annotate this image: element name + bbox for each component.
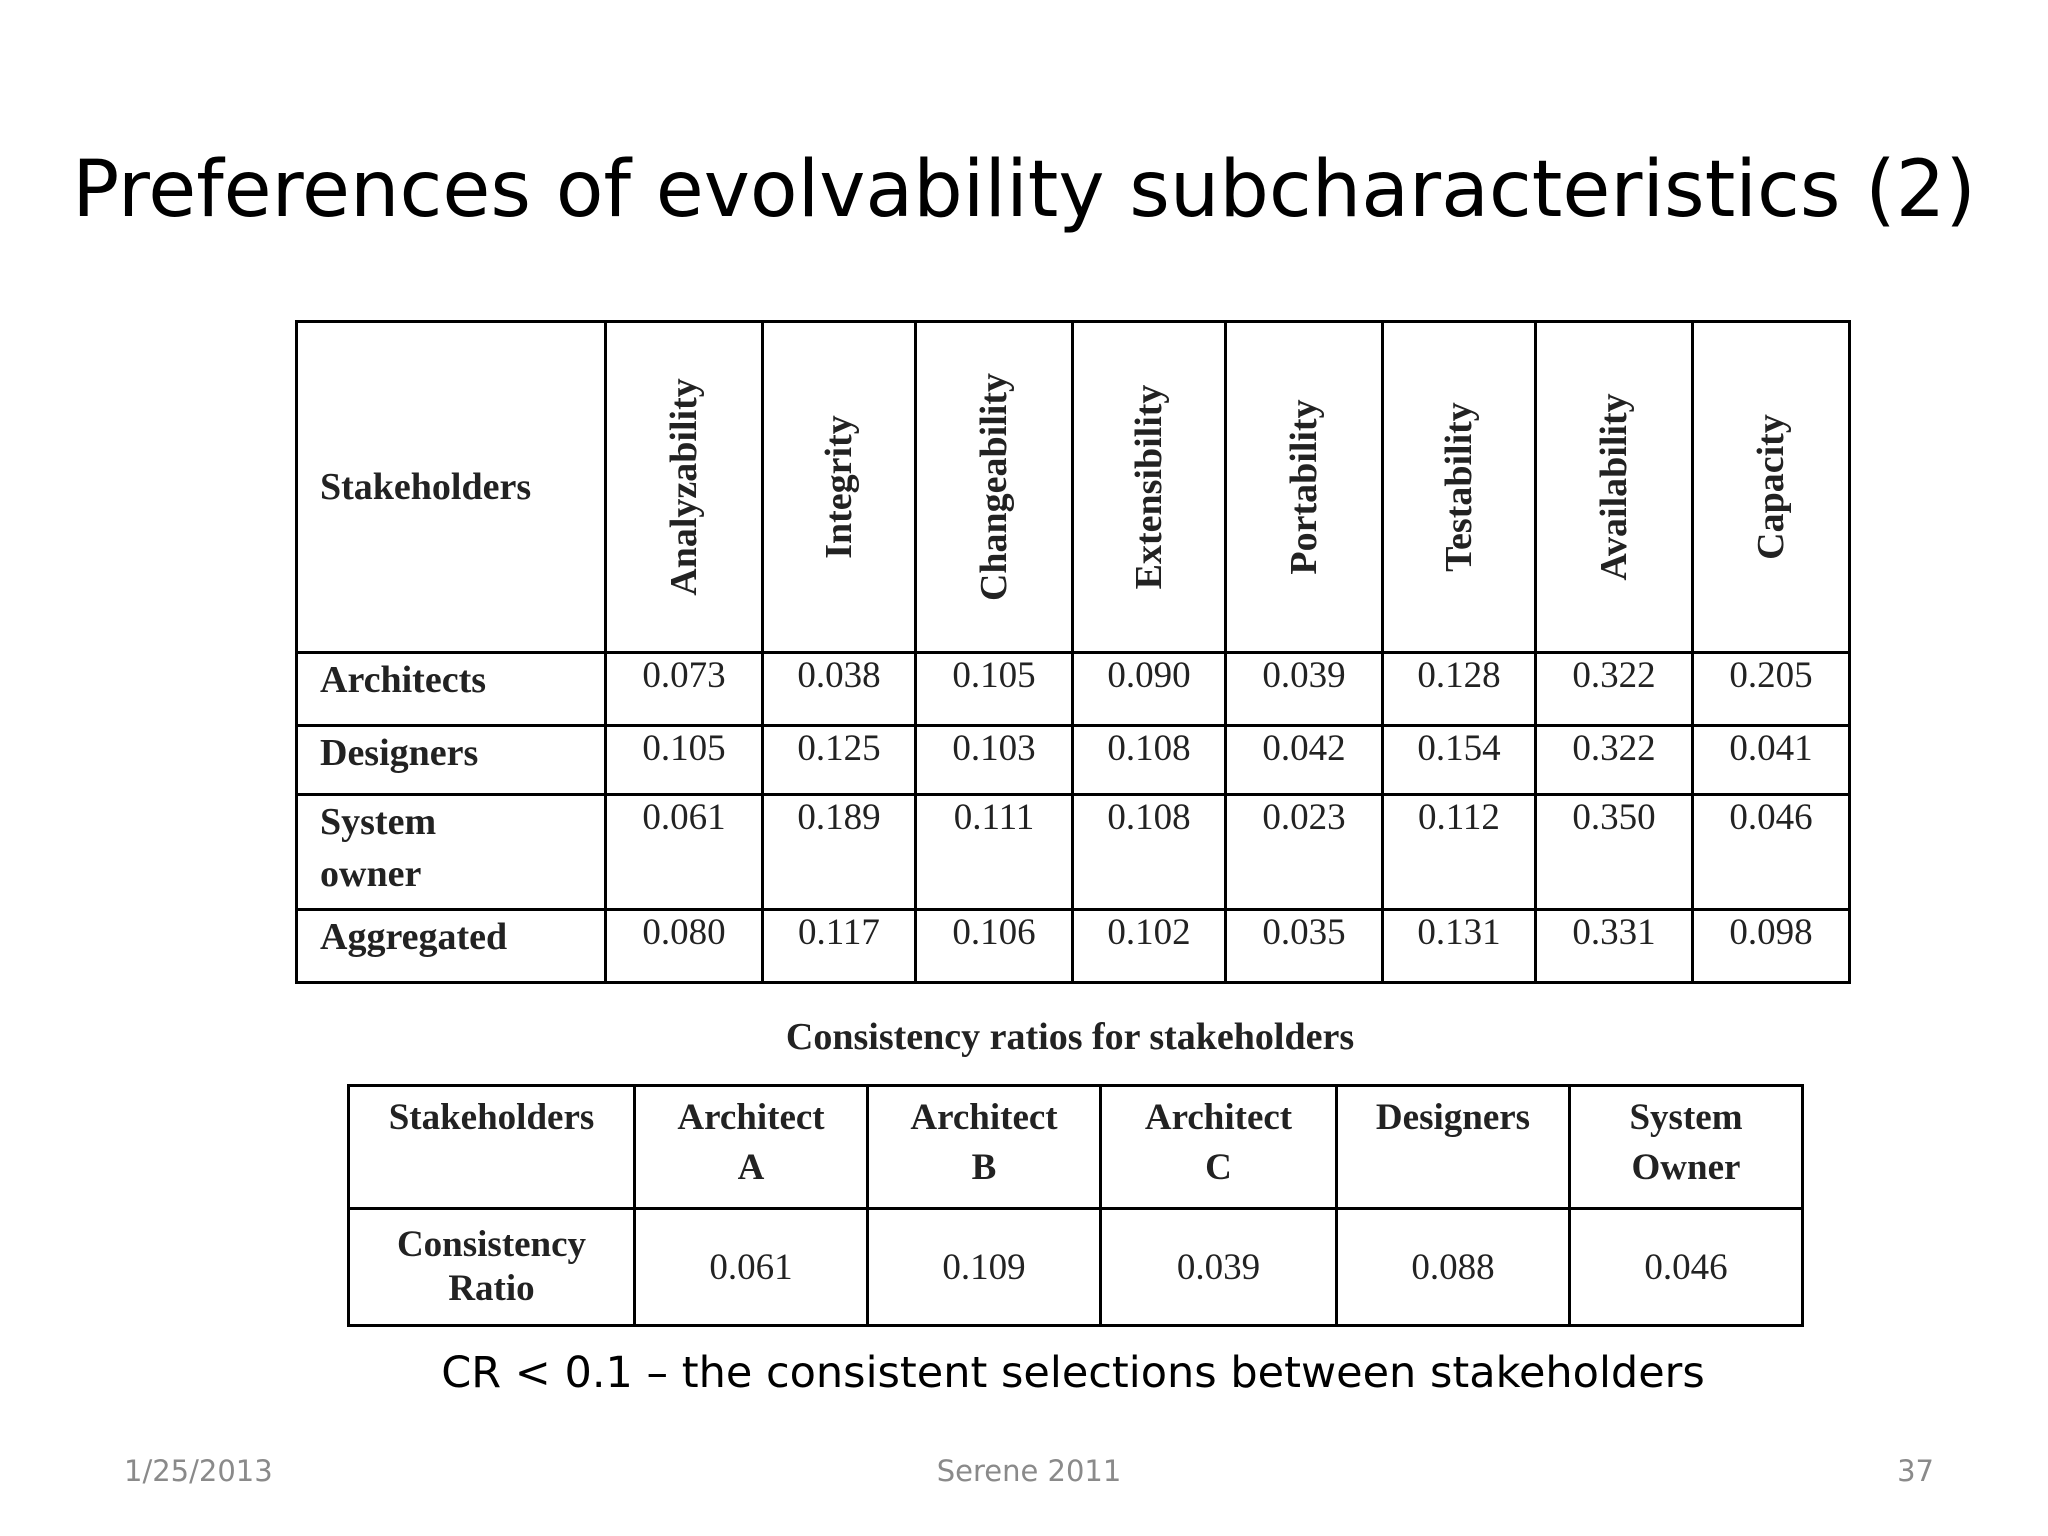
table-cell: 0.189 bbox=[761, 793, 917, 911]
table-cell: 0.035 bbox=[1224, 908, 1384, 984]
column-header-capacity: Capacity bbox=[1691, 320, 1851, 654]
row-label: Aggregated bbox=[295, 908, 607, 984]
table-cell: 0.205 bbox=[1691, 651, 1851, 727]
table-cell: 0.061 bbox=[604, 793, 764, 911]
row-label: Consistency Ratio bbox=[347, 1207, 636, 1327]
table-cell: 0.322 bbox=[1534, 724, 1694, 796]
column-header: System Owner bbox=[1568, 1084, 1804, 1210]
table-cell: 0.331 bbox=[1534, 908, 1694, 984]
consistency-table: Stakeholders Architect A Architect B Archi… bbox=[347, 1084, 1804, 1327]
table-row: Aggregated 0.080 0.117 0.106 0.102 0.035… bbox=[295, 908, 1851, 984]
column-header: Architect C bbox=[1099, 1084, 1338, 1210]
table-cell: 0.046 bbox=[1691, 793, 1851, 911]
table-row: Designers 0.105 0.125 0.103 0.108 0.042 … bbox=[295, 724, 1851, 796]
column-header-portability: Portability bbox=[1224, 320, 1384, 654]
table-cell: 0.039 bbox=[1224, 651, 1384, 727]
slide-title: Preferences of evolvability subcharacter… bbox=[72, 145, 1976, 235]
table-cell: 0.039 bbox=[1099, 1207, 1338, 1327]
consistency-caption: Consistency ratios for stakeholders bbox=[785, 1016, 1355, 1058]
table-cell: 0.350 bbox=[1534, 793, 1694, 911]
table-cell: 0.023 bbox=[1224, 793, 1384, 911]
table-cell: 0.112 bbox=[1381, 793, 1537, 911]
row-label: Architects bbox=[295, 651, 607, 727]
table-cell: 0.117 bbox=[761, 908, 917, 984]
row-label: Designers bbox=[295, 724, 607, 796]
table-row: Architects 0.073 0.038 0.105 0.090 0.039… bbox=[295, 651, 1851, 727]
table-cell: 0.109 bbox=[866, 1207, 1102, 1327]
column-header: Stakeholders bbox=[347, 1084, 636, 1210]
table-cell: 0.103 bbox=[914, 724, 1074, 796]
table-cell: 0.131 bbox=[1381, 908, 1537, 984]
table-cell: 0.061 bbox=[633, 1207, 869, 1327]
table-cell: 0.105 bbox=[914, 651, 1074, 727]
preferences-table: Stakeholders Analyzability Integrity Cha… bbox=[295, 320, 1851, 984]
table-cell: 0.088 bbox=[1335, 1207, 1571, 1327]
table-cell: 0.128 bbox=[1381, 651, 1537, 727]
table-cell: 0.038 bbox=[761, 651, 917, 727]
table-cell: 0.046 bbox=[1568, 1207, 1804, 1327]
table-cell: 0.080 bbox=[604, 908, 764, 984]
table-row: System owner 0.061 0.189 0.111 0.108 0.02… bbox=[295, 793, 1851, 911]
table-row: Consistency Ratio 0.061 0.109 0.039 0.088… bbox=[347, 1207, 1804, 1327]
table-cell: 0.154 bbox=[1381, 724, 1537, 796]
table-cell: 0.041 bbox=[1691, 724, 1851, 796]
column-header-integrity: Integrity bbox=[761, 320, 917, 654]
consistency-header-row: Stakeholders Architect A Architect B Archi… bbox=[347, 1084, 1804, 1210]
table-cell: 0.102 bbox=[1071, 908, 1227, 984]
table-cell: 0.322 bbox=[1534, 651, 1694, 727]
table-cell: 0.108 bbox=[1071, 724, 1227, 796]
table-cell: 0.090 bbox=[1071, 651, 1227, 727]
table-cell: 0.106 bbox=[914, 908, 1074, 984]
column-header-extensibility: Extensibility bbox=[1071, 320, 1227, 654]
column-header-availability: Availability bbox=[1534, 320, 1694, 654]
page-number: 37 bbox=[1897, 1454, 1934, 1488]
table-cell: 0.042 bbox=[1224, 724, 1384, 796]
table-cell: 0.125 bbox=[761, 724, 917, 796]
column-header-analyzability: Analyzability bbox=[604, 320, 764, 654]
column-header-testability: Testability bbox=[1381, 320, 1537, 654]
footer-date: 1/25/2013 bbox=[124, 1454, 273, 1488]
footnote: CR < 0.1 – the consistent selections bet… bbox=[441, 1348, 1705, 1398]
footer-center-text: Serene 2011 bbox=[936, 1454, 1122, 1488]
column-header: Designers bbox=[1335, 1084, 1571, 1210]
table-cell: 0.108 bbox=[1071, 793, 1227, 911]
preferences-header-row: Stakeholders Analyzability Integrity Cha… bbox=[295, 320, 1851, 654]
table-cell: 0.111 bbox=[914, 793, 1074, 911]
column-header-changeability: Changeability bbox=[914, 320, 1074, 654]
table-cell: 0.098 bbox=[1691, 908, 1851, 984]
column-header: Architect B bbox=[866, 1084, 1102, 1210]
table-cell: 0.105 bbox=[604, 724, 764, 796]
column-header: Architect A bbox=[633, 1084, 869, 1210]
table-cell: 0.073 bbox=[604, 651, 764, 727]
stakeholders-header: Stakeholders bbox=[295, 320, 607, 654]
row-label: System owner bbox=[295, 793, 607, 911]
